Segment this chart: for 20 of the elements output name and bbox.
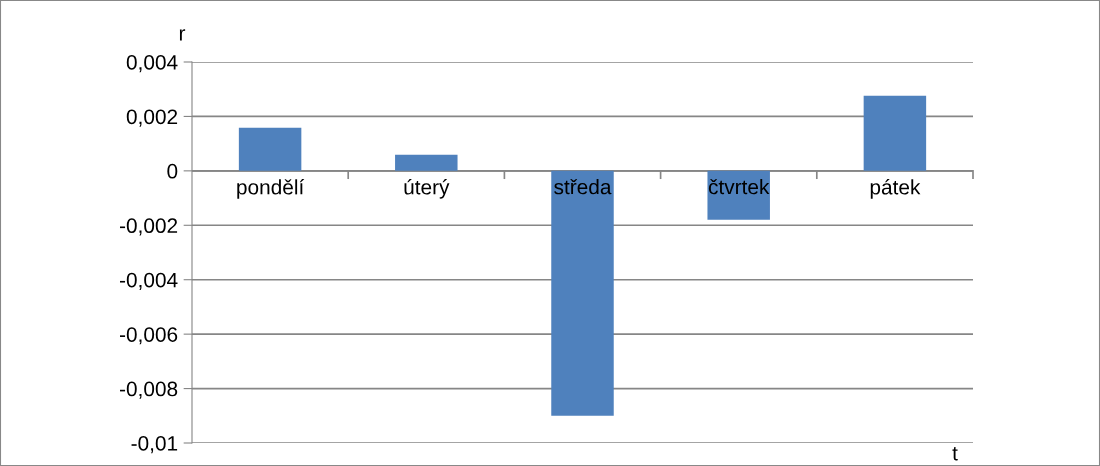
y-tick-label: 0 [167, 163, 178, 179]
x-tick-label: pondělí [237, 179, 305, 199]
y-tick-label: -0,008 [119, 381, 178, 399]
y-tick-label: -0,01 [131, 436, 178, 454]
y-tick-label: 0,002 [126, 109, 178, 127]
y-tick-label: -0,002 [119, 218, 178, 236]
y-tick-label: 0,004 [126, 55, 178, 73]
x-tick-label: pátek [870, 179, 921, 199]
bar [395, 154, 458, 171]
bar [238, 127, 302, 171]
x-tick-label: úterý [404, 179, 450, 199]
x-axis-title: t [952, 446, 958, 461]
bar [707, 170, 770, 220]
y-tick-label: -0,006 [119, 327, 178, 345]
bar [551, 170, 614, 416]
x-tick-label: středa [554, 178, 612, 195]
x-tick-label: čtvrtek [708, 178, 770, 195]
y-axis-title: r [179, 29, 186, 41]
bar [863, 95, 927, 171]
y-tick-label: -0,004 [119, 272, 178, 290]
